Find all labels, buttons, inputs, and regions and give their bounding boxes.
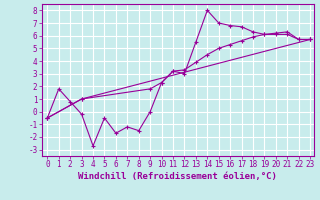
X-axis label: Windchill (Refroidissement éolien,°C): Windchill (Refroidissement éolien,°C) [78,172,277,181]
